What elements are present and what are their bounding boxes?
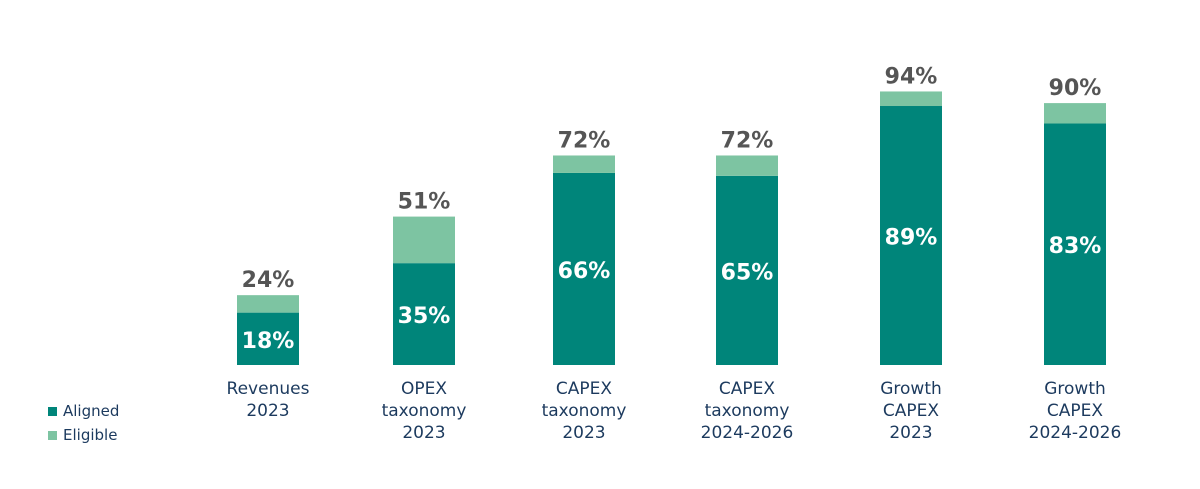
data-label-aligned-0: 18% (242, 329, 295, 354)
legend: Aligned Eligible (48, 399, 119, 447)
data-label-aligned-3: 65% (721, 260, 774, 285)
bar-eligible-1 (393, 216, 455, 264)
bar-eligible-2 (553, 155, 615, 173)
x-tick-label-5-2: 2024-2026 (1029, 423, 1122, 443)
bar-aligned-5 (1044, 123, 1106, 365)
bar-aligned-3 (716, 175, 778, 365)
x-tick-label-0-1: 2023 (246, 401, 289, 421)
legend-swatch-aligned (48, 406, 57, 416)
data-label-total-2: 72% (558, 128, 611, 153)
data-label-total-4: 94% (885, 64, 938, 89)
x-tick-label-2-1: taxonomy (542, 401, 627, 421)
data-label-aligned-1: 35% (398, 304, 451, 329)
x-tick-label-3-1: taxonomy (705, 401, 790, 421)
x-tick-label-3-2: 2024-2026 (701, 423, 794, 443)
bar-eligible-0 (237, 295, 299, 313)
legend-label-aligned: Aligned (63, 402, 120, 420)
bar-aligned-4 (880, 106, 942, 365)
x-tick-label-1-2: 2023 (402, 423, 445, 443)
data-label-total-3: 72% (721, 128, 774, 153)
x-tick-label-4-0: Growth (880, 379, 942, 399)
x-tick-label-2-2: 2023 (562, 423, 605, 443)
bar-aligned-1 (393, 263, 455, 365)
legend-label-eligible: Eligible (63, 426, 118, 444)
data-label-aligned-4: 89% (885, 226, 938, 251)
data-label-total-1: 51% (398, 190, 451, 215)
data-label-total-0: 24% (242, 268, 295, 293)
x-tick-label-4-1: CAPEX (883, 401, 939, 421)
data-label-aligned-5: 83% (1049, 234, 1102, 259)
x-tick-label-2-0: CAPEX (556, 379, 612, 399)
x-tick-label-5-0: Growth (1044, 379, 1106, 399)
x-tick-label-1-0: OPEX (401, 379, 447, 399)
bar-aligned-0 (237, 312, 299, 365)
legend-item-eligible: Eligible (48, 423, 119, 447)
x-tick-label-3-0: CAPEX (719, 379, 775, 399)
x-tick-label-5-1: CAPEX (1047, 401, 1103, 421)
bar-eligible-3 (716, 155, 778, 176)
x-tick-label-0-0: Revenues (227, 379, 310, 399)
data-label-aligned-2: 66% (558, 259, 611, 284)
legend-item-aligned: Aligned (48, 399, 119, 423)
x-tick-label-1-1: taxonomy (382, 401, 467, 421)
x-tick-label-4-2: 2023 (889, 423, 932, 443)
bar-eligible-5 (1044, 103, 1106, 124)
bar-aligned-2 (553, 172, 615, 365)
legend-swatch-eligible (48, 430, 57, 440)
bar-eligible-4 (880, 91, 942, 107)
data-label-total-5: 90% (1049, 76, 1102, 101)
